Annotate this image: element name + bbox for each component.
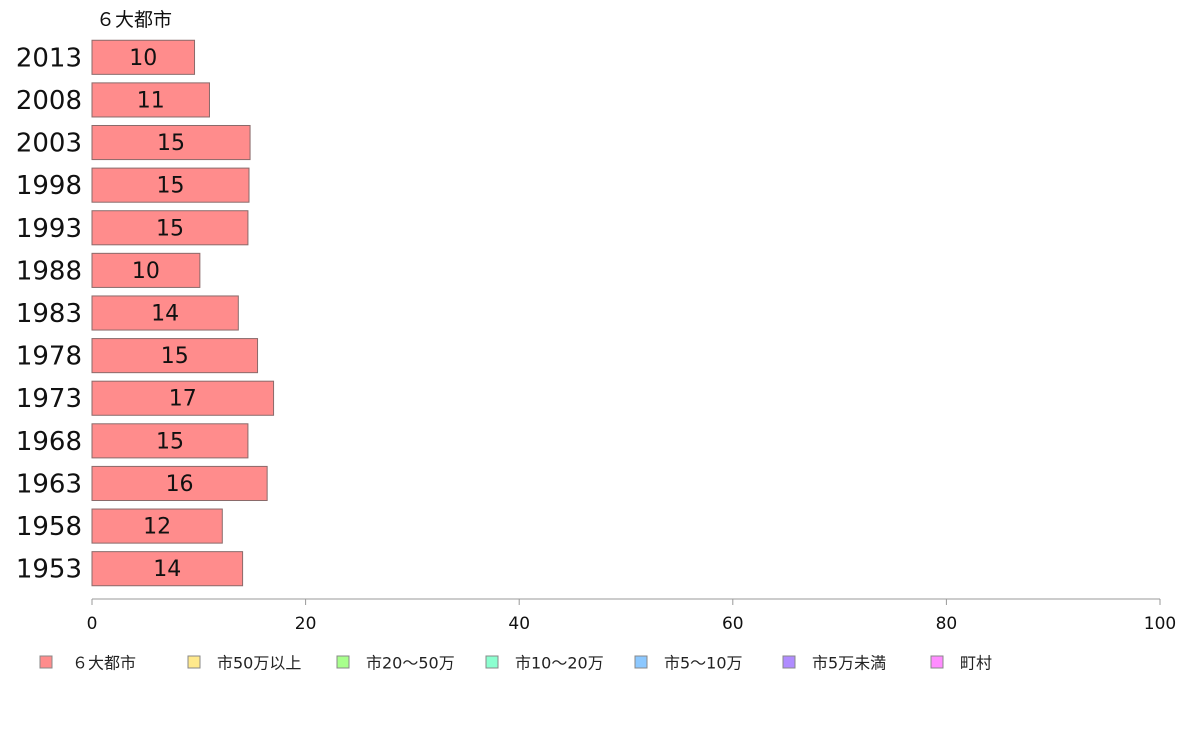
x-tick-label-0: 0 <box>87 614 98 634</box>
legend-swatch-0 <box>39 655 53 669</box>
legend-label-2: 市20～50万 <box>366 654 455 673</box>
bar-value-label-1998: 15 <box>156 174 184 199</box>
bars-group: 10 2013 11 2008 15 2003 15 1998 15 1993 10 1988 14 19… <box>16 39 275 587</box>
bar-value-label-1958: 12 <box>143 515 171 540</box>
category-label-1973: 1973 <box>16 384 82 414</box>
category-label-1988: 1988 <box>16 256 82 286</box>
bar-1983 <box>91 295 239 331</box>
x-tick-label-80: 80 <box>936 614 958 634</box>
legend-swatch-5 <box>782 655 796 669</box>
category-label-1998: 1998 <box>16 171 82 201</box>
bar-2013 <box>91 39 196 75</box>
x-tick-label-60: 60 <box>722 614 744 634</box>
legend-swatch-6 <box>930 655 944 669</box>
bar-1978 <box>91 338 259 374</box>
bar-value-label-1988: 10 <box>132 259 160 284</box>
legend: ６大都市 市50万以上 市20～50万 市10～20万 市5～10万 市5万未満 町村 <box>39 654 992 673</box>
bar-1993 <box>91 210 249 246</box>
bar-value-label-1973: 17 <box>169 387 197 412</box>
bar-1958 <box>91 508 223 544</box>
x-tick-label-100: 100 <box>1144 614 1176 634</box>
category-label-1963: 1963 <box>16 469 82 499</box>
category-label-1953: 1953 <box>16 555 82 585</box>
category-label-1993: 1993 <box>16 214 82 244</box>
bar-value-label-2008: 11 <box>137 88 165 113</box>
category-label-2013: 2013 <box>16 43 82 73</box>
category-label-2003: 2003 <box>16 129 82 159</box>
bar-1963 <box>91 465 268 502</box>
series-title: ６大都市 <box>96 9 172 31</box>
x-axis: 0 20 40 60 80 100 <box>87 598 1176 634</box>
legend-label-1: 市50万以上 <box>217 654 301 673</box>
category-label-2008: 2008 <box>16 86 82 116</box>
bar-1998 <box>91 167 250 203</box>
bar-value-label-2003: 15 <box>157 131 185 156</box>
bar-value-label-1993: 15 <box>156 216 184 241</box>
bar-1988 <box>91 252 201 288</box>
legend-swatch-2 <box>336 655 350 669</box>
bar-value-label-1963: 16 <box>166 472 194 497</box>
legend-swatch-4 <box>634 655 648 669</box>
bar-value-label-1983: 14 <box>151 302 179 327</box>
bar-value-label-1953: 14 <box>153 557 181 582</box>
bar-1953 <box>91 551 244 587</box>
bar-value-label-1978: 15 <box>161 344 189 369</box>
bar-2008 <box>91 82 210 118</box>
legend-label-0: ６大都市 <box>72 654 136 673</box>
category-label-1983: 1983 <box>16 299 82 329</box>
legend-label-5: 市5万未満 <box>812 654 886 673</box>
legend-swatch-3 <box>485 655 499 669</box>
bar-value-label-2013: 10 <box>129 46 157 71</box>
x-tick-label-40: 40 <box>508 614 530 634</box>
category-label-1958: 1958 <box>16 512 82 542</box>
bar-1973 <box>91 380 275 416</box>
legend-label-3: 市10～20万 <box>515 654 604 673</box>
bar-value-label-1968: 15 <box>156 429 184 454</box>
category-label-1968: 1968 <box>16 427 82 457</box>
legend-swatch-1 <box>187 655 201 669</box>
legend-label-4: 市5～10万 <box>664 654 743 673</box>
bar-1968 <box>91 423 249 459</box>
bar-2003 <box>91 124 251 161</box>
category-label-1978: 1978 <box>16 342 82 372</box>
x-tick-label-20: 20 <box>295 614 317 634</box>
legend-label-6: 町村 <box>960 654 992 673</box>
